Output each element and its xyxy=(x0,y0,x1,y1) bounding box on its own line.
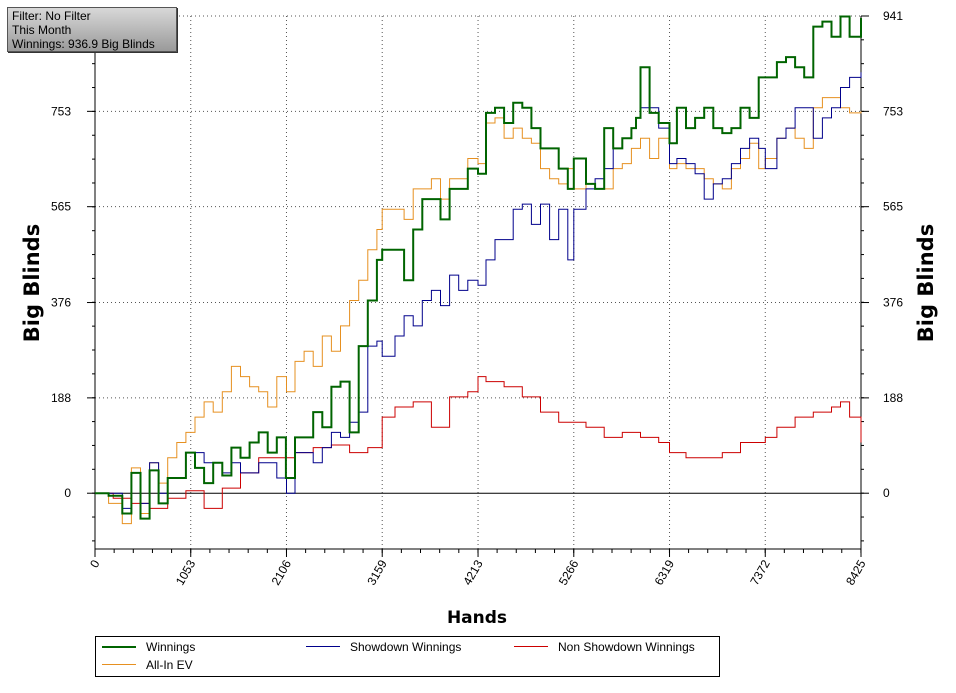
filter-label: Filter: No Filter xyxy=(12,9,91,23)
winnings-line xyxy=(95,15,862,520)
y-tick-label-left: 753 xyxy=(51,104,71,118)
y-tick-label-left: 565 xyxy=(51,200,71,214)
legend-swatch-non-showdown xyxy=(514,646,548,648)
series-lines xyxy=(95,15,862,525)
period-label: This Month xyxy=(12,23,72,37)
y-tick-label-right: 753 xyxy=(883,104,903,118)
legend-item-showdown: Showdown Winnings xyxy=(306,640,461,656)
legend-swatch-allin-ev xyxy=(102,664,136,666)
legend-item-non-showdown: Non Showdown Winnings xyxy=(514,640,695,656)
y-tick-label-right: 565 xyxy=(883,200,903,214)
legend: Winnings Showdown Winnings Non Showdown … xyxy=(95,636,720,677)
y-tick-label-left: 188 xyxy=(51,391,71,405)
legend-label-showdown: Showdown Winnings xyxy=(350,640,462,654)
y-tick-label-right: 0 xyxy=(883,486,890,500)
y-axis-title-right: Big Blinds xyxy=(914,224,938,342)
y-tick-label-right: 941 xyxy=(883,9,903,23)
legend-item-allin-ev: All-In EV xyxy=(102,658,193,674)
y-tick-label-right: 188 xyxy=(883,391,903,405)
legend-swatch-winnings xyxy=(102,645,136,648)
showdown-winnings-line xyxy=(95,72,862,509)
x-axis-title: Hands xyxy=(447,608,507,628)
legend-label-non-showdown: Non Showdown Winnings xyxy=(558,640,695,654)
y-axis-title-left: Big Blinds xyxy=(20,224,44,342)
non-showdown-winnings-line xyxy=(95,376,862,509)
y-tick-label-left: 0 xyxy=(64,486,71,500)
legend-label-allin-ev: All-In EV xyxy=(146,658,193,672)
legend-swatch-showdown xyxy=(306,646,340,648)
legend-label-winnings: Winnings xyxy=(146,640,196,654)
axes xyxy=(87,15,869,557)
y-tick-label-left: 376 xyxy=(51,296,71,310)
y-tick-label-right: 376 xyxy=(883,296,903,310)
winnings-summary: Winnings: 936.9 Big Blinds xyxy=(12,37,155,51)
legend-item-winnings: Winnings xyxy=(102,640,195,656)
filter-info-box: Filter: No Filter This Month Winnings: 9… xyxy=(7,7,177,52)
